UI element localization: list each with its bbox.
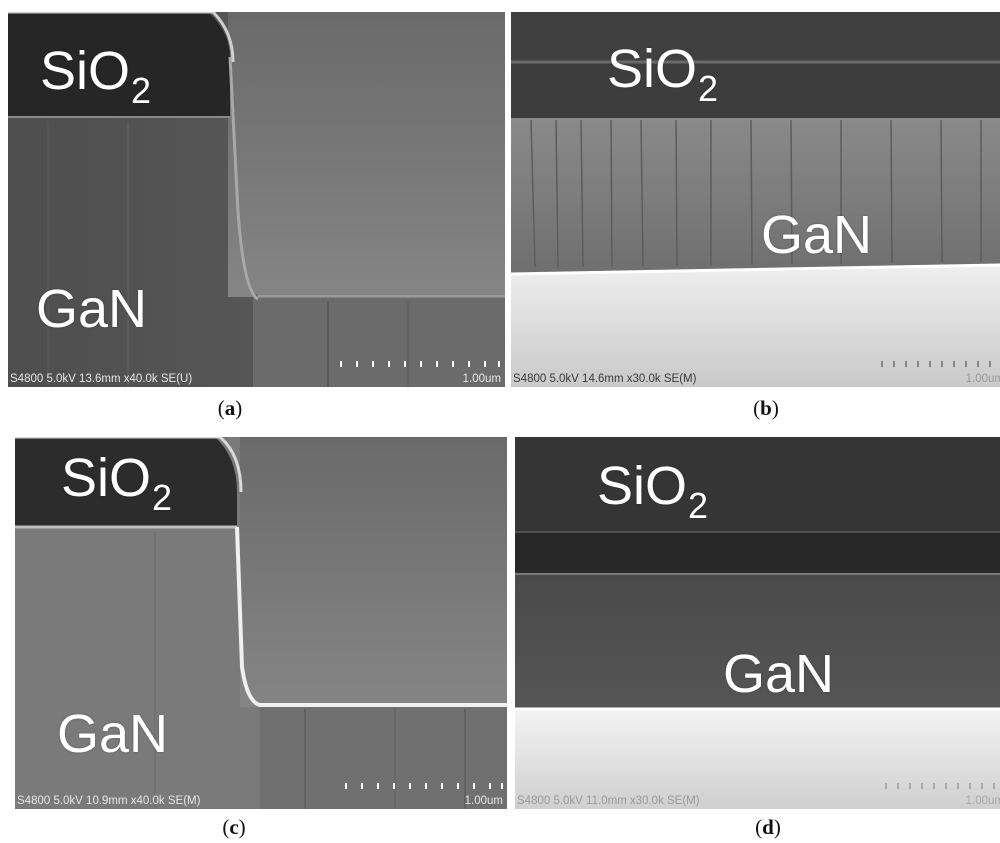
caption-a: (a) xyxy=(217,396,243,420)
sem-image-b: SiO2 GaN S4800 5.0kV 14.6mm x30.0k SE(M)… xyxy=(511,12,1000,387)
sio2-label-d: SiO2 xyxy=(597,456,709,526)
sem-micrograph-d xyxy=(515,437,1000,809)
scale-bar-c xyxy=(345,783,503,789)
sem-image-c: SiO2 GaN S4800 5.0kV 10.9mm x40.0k SE(M)… xyxy=(15,437,507,809)
instrument-info-a: S4800 5.0kV 13.6mm x40.0k SE(U) xyxy=(10,373,193,385)
sem-micrograph-b xyxy=(511,12,1000,387)
instrument-info-c: S4800 5.0kV 10.9mm x40.0k SE(M) xyxy=(17,795,201,807)
gan-label-d: GaN xyxy=(723,644,835,704)
sem-micrograph-c xyxy=(15,437,507,809)
sio2-label-b: SiO2 xyxy=(607,39,719,109)
sio2-label-a: SiO2 xyxy=(40,41,152,111)
instrument-info-d: S4800 5.0kV 11.0mm x30.0k SE(M) xyxy=(517,795,700,807)
sio2-label-c: SiO2 xyxy=(61,448,173,518)
sem-micrograph-a xyxy=(8,12,505,387)
caption-c: (c) xyxy=(222,815,246,839)
scale-bar-b xyxy=(881,361,1000,367)
gan-label-c: GaN xyxy=(57,704,169,764)
gan-label-a: GaN xyxy=(36,279,148,339)
sem-image-a: SiO2 GaN S4800 5.0kV 13.6mm x40.0k SE(U)… xyxy=(8,12,505,387)
sem-image-d: SiO2 GaN S4800 5.0kV 11.0mm x30.0k SE(M)… xyxy=(515,437,1000,809)
scale-label-c: 1.00um xyxy=(464,795,503,807)
scale-bar-d xyxy=(885,783,1000,789)
scale-label-b: 1.00um xyxy=(965,373,1000,385)
scale-label-a: 1.00um xyxy=(462,373,501,385)
instrument-info-b: S4800 5.0kV 14.6mm x30.0k SE(M) xyxy=(513,373,697,385)
scale-label-d: 1.00um xyxy=(965,795,1000,807)
caption-b: (b) xyxy=(753,396,779,420)
caption-d: (d) xyxy=(755,815,781,839)
scale-bar-a xyxy=(340,361,500,367)
gan-label-b: GaN xyxy=(761,205,873,265)
